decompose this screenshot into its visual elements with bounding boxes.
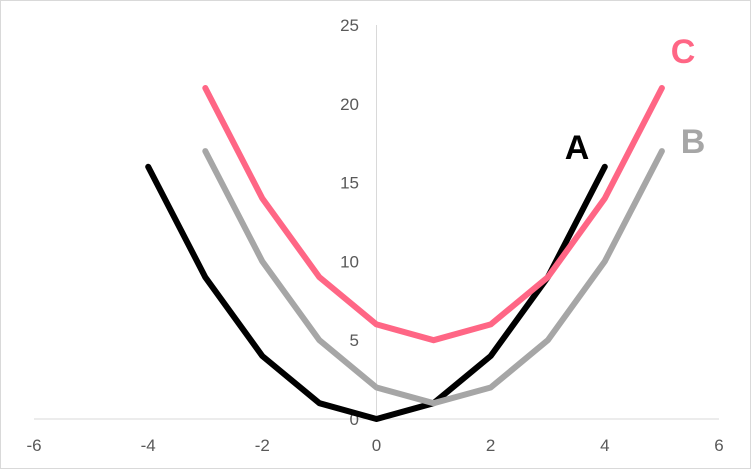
x-tick-label: 0 — [372, 436, 381, 455]
series-label-c: C — [671, 33, 696, 71]
x-tick-label: -4 — [141, 436, 156, 455]
y-tick-label: 0 — [350, 410, 359, 429]
y-tick-label: 15 — [340, 174, 359, 193]
y-tick-label: 10 — [340, 252, 359, 271]
y-tick-label: 25 — [340, 16, 359, 35]
y-tick-label: 5 — [350, 331, 359, 350]
series-label-a: A — [565, 129, 590, 167]
series-lines — [145, 85, 665, 422]
x-tick-label: 2 — [486, 436, 495, 455]
series-line-b — [202, 148, 665, 407]
axes — [34, 25, 719, 420]
series-labels: A B C — [565, 33, 706, 167]
series-line-a — [145, 163, 608, 422]
x-tick-label: -2 — [255, 436, 270, 455]
x-tick-label: 4 — [600, 436, 609, 455]
x-tick-labels: -6 -4 -2 0 2 4 6 — [26, 436, 723, 455]
y-tick-labels: 0 5 10 15 20 25 — [340, 16, 359, 429]
y-tick-label: 20 — [340, 95, 359, 114]
series-line-c — [202, 85, 665, 344]
series-label-b: B — [681, 123, 706, 161]
x-tick-label: -6 — [26, 436, 41, 455]
x-tick-label: 6 — [714, 436, 723, 455]
